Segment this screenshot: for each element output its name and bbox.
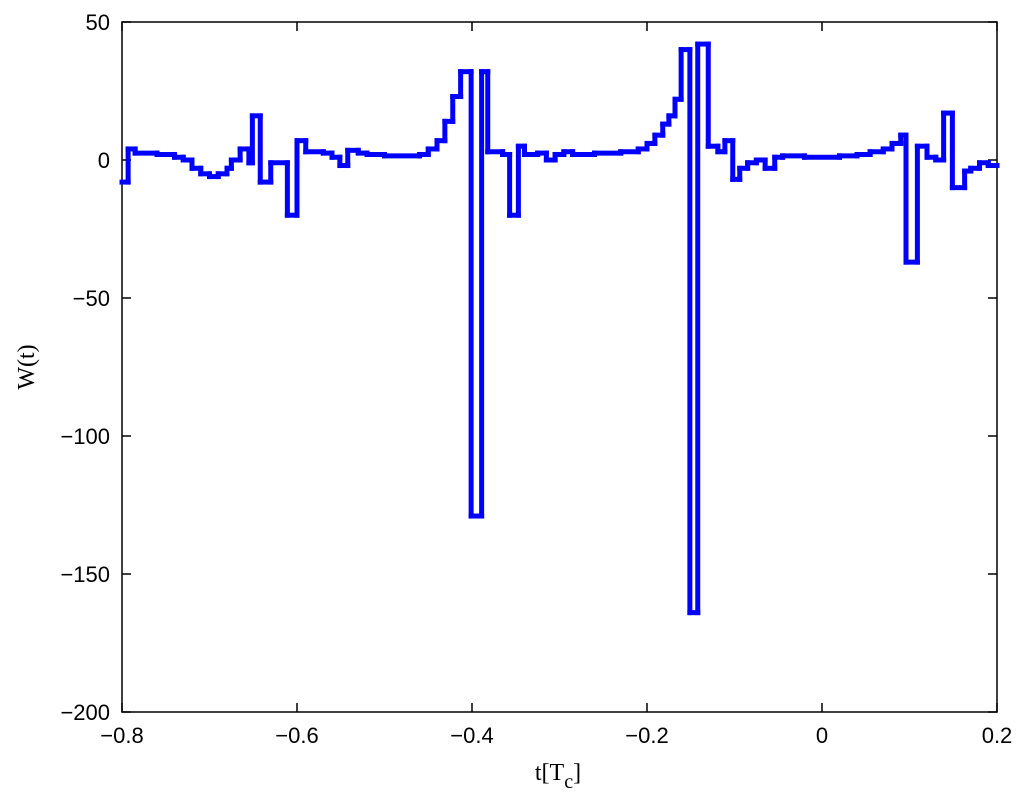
x-tick-label: 0.2 — [982, 723, 1013, 748]
x-axis-label-subscript: c — [564, 771, 573, 793]
x-tick-label: −0.2 — [625, 723, 668, 748]
x-tick-label: −0.6 — [275, 723, 318, 748]
x-axis-label-end: ] — [573, 760, 581, 786]
x-axis-label-main: t[T — [535, 760, 565, 786]
y-tick-label: 0 — [98, 148, 110, 173]
x-axis-label: t[Tc] — [535, 760, 581, 793]
y-tick-label: 50 — [86, 10, 110, 35]
y-tick-label: −50 — [73, 286, 110, 311]
x-tick-label: −0.4 — [450, 723, 493, 748]
y-tick-label: −150 — [60, 562, 110, 587]
y-axis-label: W(t) — [14, 344, 40, 389]
y-tick-label: −100 — [60, 424, 110, 449]
x-tick-label: −0.8 — [100, 723, 143, 748]
plot-frame — [121, 21, 998, 713]
y-tick-label: −200 — [60, 700, 110, 725]
x-tick-label: 0 — [816, 723, 828, 748]
